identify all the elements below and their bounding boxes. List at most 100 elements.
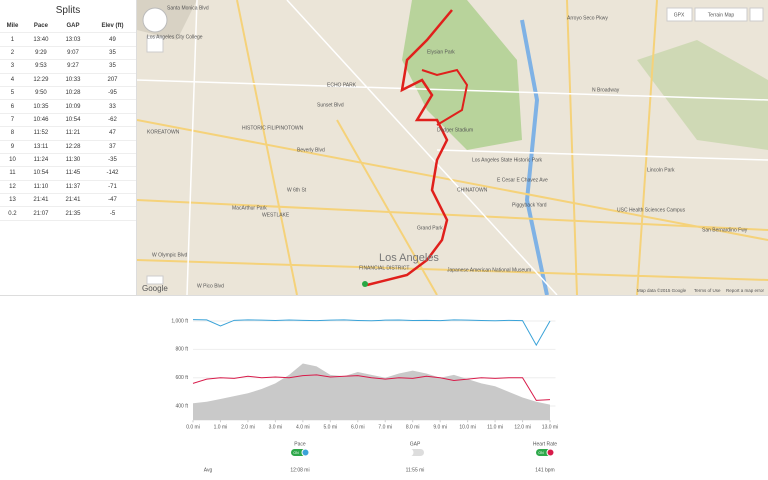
elevation-area (193, 363, 551, 421)
splits-panel: Splits Mile Pace GAP Elev (ft) 1 13:40 13:03 49… (0, 0, 137, 295)
average-value: 141 bpm (535, 467, 554, 473)
series-line (192, 319, 551, 347)
split-row: 4 12:29 10:33 207 (0, 73, 136, 87)
split-cell: 9:29 (24, 46, 57, 61)
toggle-knob (546, 448, 555, 457)
split-cell: 37 (89, 140, 136, 154)
x-tick-label: 4.0 mi (296, 425, 310, 431)
map-label: W Olympic Blvd (152, 252, 188, 258)
split-cell: 1 (0, 32, 25, 47)
split-cell: 11:21 (56, 126, 89, 141)
split-cell: 13:03 (56, 32, 89, 47)
map-label: ECHO PARK (327, 82, 357, 88)
split-cell: -47 (89, 193, 136, 208)
split-cell: 21:41 (56, 193, 89, 208)
split-row: 5 9:50 10:28 -95 (0, 86, 136, 101)
split-cell: 8 (0, 126, 25, 141)
split-cell: 10:09 (56, 99, 89, 114)
split-cell: 10:33 (56, 73, 89, 87)
split-row: 3 9:53 9:27 35 (0, 59, 136, 74)
report-link[interactable]: Report a map error (726, 288, 765, 293)
series-line (192, 374, 551, 401)
x-tick-label: 5.0 mi (323, 425, 337, 431)
map-label: W Pico Blvd (197, 283, 224, 289)
split-cell: 33 (89, 99, 136, 114)
map-label: San Bernardino Fwy (702, 227, 748, 233)
split-cell: 11:10 (24, 180, 57, 195)
map-label: Arroyo Seco Pkwy (567, 15, 608, 21)
terms-link[interactable]: Terms of Use (694, 288, 721, 293)
split-cell: 5 (0, 86, 25, 101)
map-attribution: Map data ©2015 Google (637, 287, 687, 293)
x-tick-label: 13.0 mi (542, 425, 558, 431)
map-label: KOREATOWN (147, 129, 180, 135)
gpx-button[interactable]: GPX (674, 12, 685, 18)
split-cell: 35 (89, 59, 136, 74)
split-cell: 3 (0, 59, 25, 74)
average-value: 11:55 mi (406, 467, 425, 473)
toggle-knob (405, 448, 414, 457)
splits-title: Splits (55, 5, 81, 16)
map-type-button[interactable]: Terrain Map (708, 12, 735, 18)
split-row: 1 13:40 13:03 49 (0, 32, 136, 47)
split-cell: -35 (89, 153, 136, 168)
split-cell: -71 (89, 180, 136, 195)
split-cell: 21:41 (24, 193, 57, 208)
split-cell: 35 (89, 46, 136, 61)
toggle-label: GAP (410, 441, 421, 447)
split-cell: -95 (89, 86, 136, 101)
x-tick-label: 1.0 mi (214, 425, 228, 431)
toggle-knob (301, 448, 310, 457)
map-label: FINANCIAL DISTRICT (359, 265, 409, 271)
split-cell: 9:07 (56, 46, 89, 61)
average-label: Avg (204, 467, 213, 473)
column-header: Mile (0, 20, 25, 34)
split-cell: 21:07 (24, 206, 57, 221)
split-cell: 207 (89, 73, 136, 87)
column-header: GAP (56, 20, 89, 34)
split-cell: 10:54 (24, 166, 57, 181)
y-tick-label: 600 ft (175, 375, 188, 381)
splits-table: Mile Pace GAP Elev (ft) 1 13:40 13:03 49 2 9:29 9:… (0, 20, 136, 221)
split-cell: 13:40 (24, 32, 57, 47)
map-label: Los Angeles State Historic Park (472, 157, 543, 163)
map-label: Dodger Stadium (437, 127, 473, 133)
split-cell: 12:29 (24, 73, 57, 87)
split-cell: 10 (0, 153, 25, 168)
split-cell: -5 (89, 206, 136, 221)
x-tick-label: 3.0 mi (269, 425, 283, 431)
x-tick-label: 12.0 mi (514, 425, 530, 431)
split-cell: 10:35 (24, 99, 57, 114)
map-label: E Cesar E Chavez Ave (497, 177, 548, 183)
split-cell: 13:11 (24, 140, 57, 154)
split-cell: 11:52 (24, 126, 57, 141)
map[interactable]: GPX Terrain Map Los Angeles CHINATOWN Lo… (137, 0, 768, 295)
map-label: Los Angeles City College (147, 34, 203, 40)
split-row: 10 11:24 11:30 -35 (0, 153, 136, 168)
split-row: 9 13:11 12:28 37 (0, 140, 136, 154)
toggle-label: Heart Rate (533, 441, 557, 447)
split-cell: 21:35 (56, 206, 89, 221)
split-cell: 11:45 (56, 166, 89, 181)
toggle-state: ON (293, 451, 299, 455)
x-tick-label: 8.0 mi (406, 425, 420, 431)
toggle-label: Pace (294, 441, 306, 447)
split-row: 0.2 21:07 21:35 -5 (0, 206, 136, 221)
map-label: N Broadway (592, 87, 620, 93)
map-label: WESTLAKE (262, 212, 290, 218)
split-cell: 11:37 (56, 180, 89, 195)
map-label: Elysian Park (427, 49, 455, 55)
split-row: 11 10:54 11:45 -142 (0, 166, 136, 181)
split-cell: 12:28 (56, 140, 89, 154)
x-tick-label: 7.0 mi (378, 425, 392, 431)
split-cell: 10:46 (24, 113, 57, 128)
split-cell: 12 (0, 180, 25, 195)
split-cell: 49 (89, 32, 136, 47)
map-label: Los Angeles (379, 252, 439, 264)
split-row: 6 10:35 10:09 33 (0, 99, 136, 114)
split-cell: 9:53 (24, 59, 57, 74)
x-tick-label: 11.0 mi (487, 425, 503, 431)
map-label: Piggyback Yard (512, 202, 547, 208)
split-cell: 11:30 (56, 153, 89, 168)
